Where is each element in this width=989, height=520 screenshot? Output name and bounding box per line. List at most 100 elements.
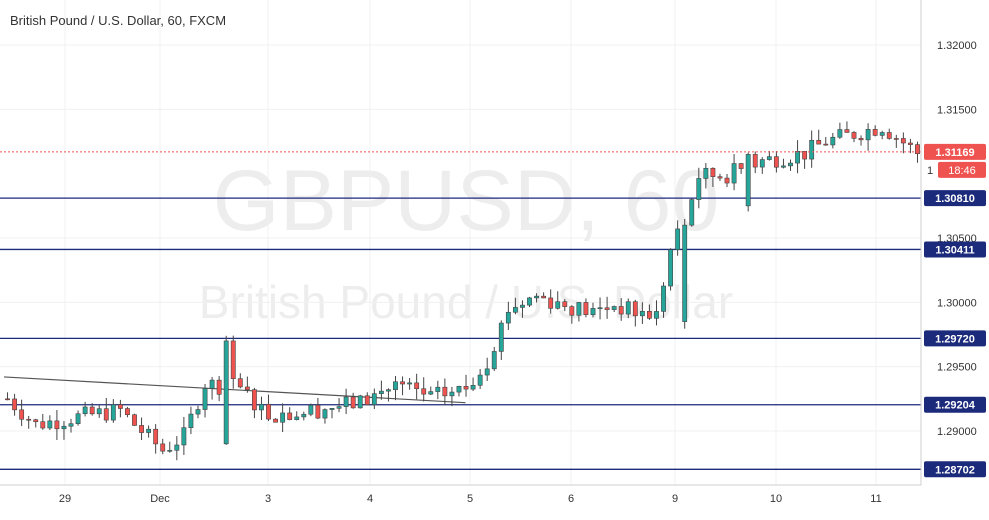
candle-body [773, 156, 779, 168]
candle-body [40, 421, 46, 429]
x-tick-label: 6 [568, 493, 574, 505]
level-price-label: 1.28702 [935, 464, 975, 476]
candle-body [61, 425, 67, 430]
price-axis-labels: 1.30810 1.30411 1.29720 1.29204 1.28702 1.311… [924, 143, 986, 478]
candle-body [837, 129, 843, 138]
candle-body [647, 311, 652, 319]
level-price-tag [924, 330, 986, 347]
candle-body [844, 129, 850, 133]
candle-body [484, 368, 490, 376]
candle-body [668, 249, 674, 287]
candle-body [491, 351, 497, 370]
candle-body [590, 308, 596, 315]
candle-body [710, 167, 716, 177]
x-tick-label: 4 [367, 493, 373, 505]
candle-body [717, 176, 723, 179]
candle-body [237, 378, 243, 388]
candle-body [33, 419, 39, 423]
candle-body [597, 307, 603, 310]
candle-body [251, 389, 257, 411]
x-tick-label: Dec [150, 493, 170, 505]
candle-body [428, 391, 434, 395]
x-tick-label: 9 [672, 493, 678, 505]
level-price-tag [924, 241, 986, 258]
candle-body [266, 403, 271, 420]
candle-body [75, 413, 81, 425]
level-price-label: 1.30411 [935, 244, 974, 256]
candle-body [555, 301, 561, 309]
candle-body [527, 297, 532, 306]
candle-body [477, 374, 483, 386]
candle-body [117, 404, 123, 409]
candle-body [675, 228, 681, 250]
current-price-tag [924, 143, 986, 160]
x-tick-label: 3 [265, 493, 271, 505]
candle-body [879, 132, 885, 136]
candle-body [103, 408, 109, 421]
candle-body [125, 408, 130, 416]
y-tick-label: 1.30000 [937, 297, 977, 309]
candle-body [463, 386, 469, 390]
candle-body [639, 311, 645, 317]
candle-body [886, 132, 892, 139]
level-price-label: 1.29204 [935, 400, 976, 412]
candle-body [26, 418, 32, 421]
y-tick-label: 1.32000 [937, 40, 977, 52]
candle-body [809, 140, 815, 160]
candle-body [414, 382, 420, 390]
candle-body [759, 159, 765, 168]
candle-body [174, 444, 180, 451]
watermark-line1: GBPUSD, 60 [213, 153, 720, 249]
candle-body [788, 162, 793, 167]
current-price-label: 1.31169 [935, 147, 974, 159]
candle-body [202, 388, 208, 410]
candle-body [230, 340, 236, 379]
candle-body [400, 381, 405, 385]
candle-body [259, 403, 264, 411]
candle-body [908, 142, 913, 145]
candle-body [738, 163, 744, 169]
candle-body [795, 151, 800, 164]
candle-body [5, 398, 10, 401]
price-axis[interactable]: 1.320001.315001.305001.300001.295001.290… [937, 40, 977, 438]
support-resistance-levels [0, 197, 921, 470]
candle-body [724, 177, 730, 184]
candle-body [830, 136, 836, 146]
candle-body [82, 406, 88, 415]
candle-body [301, 413, 307, 418]
candle-body [915, 144, 920, 155]
candle-body [167, 449, 173, 452]
candle-body [195, 409, 201, 415]
candle-body [160, 443, 166, 452]
candle-body [216, 379, 222, 395]
x-tick-label: 10 [770, 493, 782, 505]
time-axis[interactable]: 29 Dec 3 4 5 6 9 10 11 [59, 493, 882, 505]
candle-body [618, 306, 624, 315]
candle-body [534, 295, 539, 299]
x-tick-label: 11 [870, 493, 881, 505]
candle-body [336, 406, 342, 409]
partial-axis-label: 1 [927, 165, 933, 177]
candle-body [315, 404, 321, 419]
candle-body [823, 143, 829, 146]
candle-body [851, 132, 857, 139]
candle-body [654, 311, 659, 319]
candle-body [900, 138, 906, 144]
candle-body [139, 425, 144, 433]
candle-body [209, 379, 215, 389]
candle-body [435, 386, 441, 392]
candle-body [96, 408, 102, 415]
candle-body [12, 398, 17, 411]
candles [5, 121, 920, 461]
candle-body [456, 386, 462, 393]
candle-body [89, 406, 95, 415]
candle-body [357, 395, 363, 409]
candle-body [520, 304, 525, 308]
candle-body [110, 404, 116, 421]
candle-body [766, 156, 772, 160]
candle-body [576, 302, 582, 316]
candle-body [611, 306, 617, 310]
candle-body [442, 386, 448, 397]
